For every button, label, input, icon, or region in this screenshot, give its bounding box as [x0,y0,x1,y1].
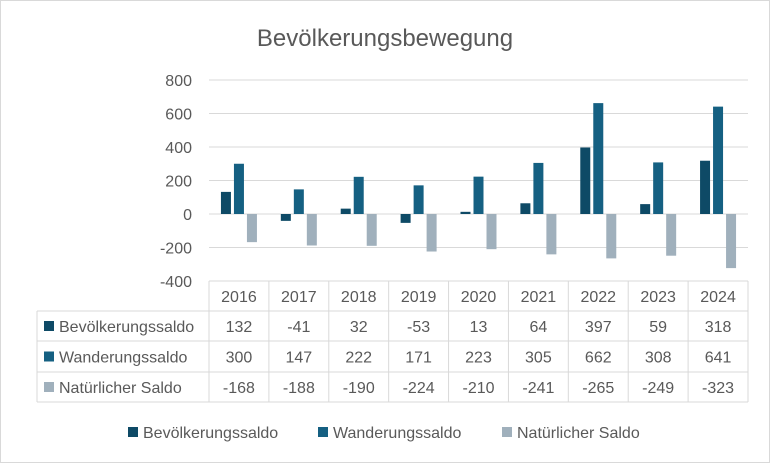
table-legend-key [44,382,54,392]
bar-natrlichersaldo-2021 [546,214,557,255]
table-cell-value: -53 [407,319,430,336]
table-cell-value: -241 [522,380,554,397]
table-cell-value: 13 [470,319,488,336]
legend-key [502,427,512,437]
bar-wanderungssaldo-2017 [293,189,304,214]
bar-bevlkerungssaldo-2020 [460,211,471,214]
y-tick-label: -400 [160,274,192,291]
bar-natrlichersaldo-2019 [426,214,437,252]
y-tick-label: 400 [165,140,192,157]
bar-wanderungssaldo-2021 [533,162,544,214]
category-label: 2021 [521,289,557,306]
table-cell-value: -265 [582,380,614,397]
legend-key [318,427,328,437]
bar-bevlkerungssaldo-2019 [400,214,411,223]
table-series-label: Bevölkerungssaldo [59,319,194,336]
table-cell-value: -168 [223,380,255,397]
category-label: 2017 [281,289,317,306]
bar-natrlichersaldo-2022 [606,214,617,259]
legend-key [128,427,138,437]
y-tick-label: -200 [160,241,192,258]
table-cell-value: 32 [350,319,368,336]
chart-title: Bevölkerungsbewegung [257,25,513,52]
bar-bevlkerungssaldo-2021 [520,203,531,214]
category-label: 2019 [401,289,437,306]
table-cell-value: 59 [649,319,667,336]
bar-natrlichersaldo-2016 [246,214,257,243]
table-series-label: Natürlicher Saldo [59,380,182,397]
bar-natrlichersaldo-2018 [366,214,377,246]
table-cell-value: 147 [285,350,312,367]
table-cell-value: -188 [283,380,315,397]
table-cell-value: -323 [702,380,734,397]
table-cell-value: 662 [585,350,612,367]
table-legend-key [44,351,54,362]
bar-bevlkerungssaldo-2022 [580,147,591,214]
y-tick-label: 0 [183,207,192,224]
bar-wanderungssaldo-2022 [593,103,604,214]
bar-natrlichersaldo-2020 [486,214,497,250]
y-tick-label: 600 [165,107,192,124]
category-label: 2023 [640,289,676,306]
table-cell-value: -224 [403,380,435,397]
table-legend-key [44,321,54,331]
table-cell-value: 300 [226,350,253,367]
bar-wanderungssaldo-2019 [413,185,424,214]
bar-bevlkerungssaldo-2024 [700,160,711,214]
legend-label: Wanderungssaldo [333,425,461,442]
table-cell-value: 305 [525,350,552,367]
category-label: 2016 [221,289,257,306]
table-cell-value: 318 [705,319,732,336]
table-series-label: Wanderungssaldo [59,350,187,367]
bar-natrlichersaldo-2017 [306,214,317,246]
bar-bevlkerungssaldo-2017 [280,214,291,221]
bar-wanderungssaldo-2024 [713,106,724,214]
legend-label: Bevölkerungssaldo [143,425,278,442]
table-cell-value: -249 [642,380,674,397]
y-tick-label: 200 [165,174,192,191]
table-cell-value: 397 [585,319,612,336]
category-label: 2018 [341,289,377,306]
table-cell-value: 64 [529,319,547,336]
bar-wanderungssaldo-2016 [233,163,244,214]
table-cell-value: 222 [345,350,372,367]
bar-bevlkerungssaldo-2016 [220,191,231,214]
table-cell-value: -210 [462,380,494,397]
table-cell-value: -41 [287,319,310,336]
category-label: 2022 [580,289,616,306]
bar-natrlichersaldo-2023 [666,214,677,256]
bar-wanderungssaldo-2023 [653,162,664,214]
table-cell-value: 308 [645,350,672,367]
bar-bevlkerungssaldo-2023 [640,204,651,214]
table-cell-value: -190 [343,380,375,397]
table-cell-value: 641 [705,350,732,367]
bar-natrlichersaldo-2024 [726,214,737,269]
category-label: 2024 [700,289,736,306]
bar-bevlkerungssaldo-2018 [340,208,351,214]
table-cell-value: 223 [465,350,492,367]
y-tick-label: 800 [165,73,192,90]
category-label: 2020 [461,289,497,306]
table-cell-value: 132 [226,319,253,336]
legend-label: Natürlicher Saldo [517,425,640,442]
table-cell-value: 171 [405,350,432,367]
bar-wanderungssaldo-2020 [473,176,484,214]
bar-wanderungssaldo-2018 [353,176,364,214]
